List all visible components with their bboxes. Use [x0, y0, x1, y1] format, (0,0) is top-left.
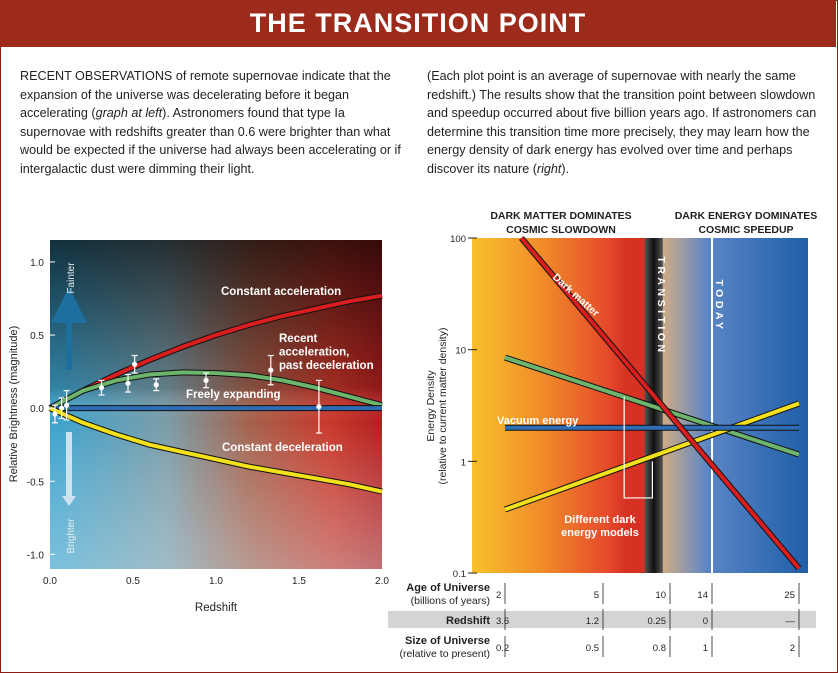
intro-left-text-1: of remote supernovae indicate that the e…: [20, 69, 391, 121]
intro-right-italic: right: [536, 161, 562, 176]
intro-right-text-1: (Each plot point is an average of supern…: [427, 69, 817, 176]
intro-left-italic: graph at left: [95, 106, 163, 121]
banner-title: THE TRANSITION POINT: [0, 0, 836, 47]
intro-right-text-2: ).: [561, 161, 570, 176]
intro-left-text-2: ). Astronomers found that type Ia supern…: [20, 106, 401, 176]
intro-lead: RECENT OBSERVATIONS: [20, 69, 173, 83]
intro-left-paragraph: RECENT OBSERVATIONS of remote supernovae…: [20, 67, 405, 179]
intro-right-paragraph: (Each plot point is an average of supern…: [427, 67, 817, 179]
